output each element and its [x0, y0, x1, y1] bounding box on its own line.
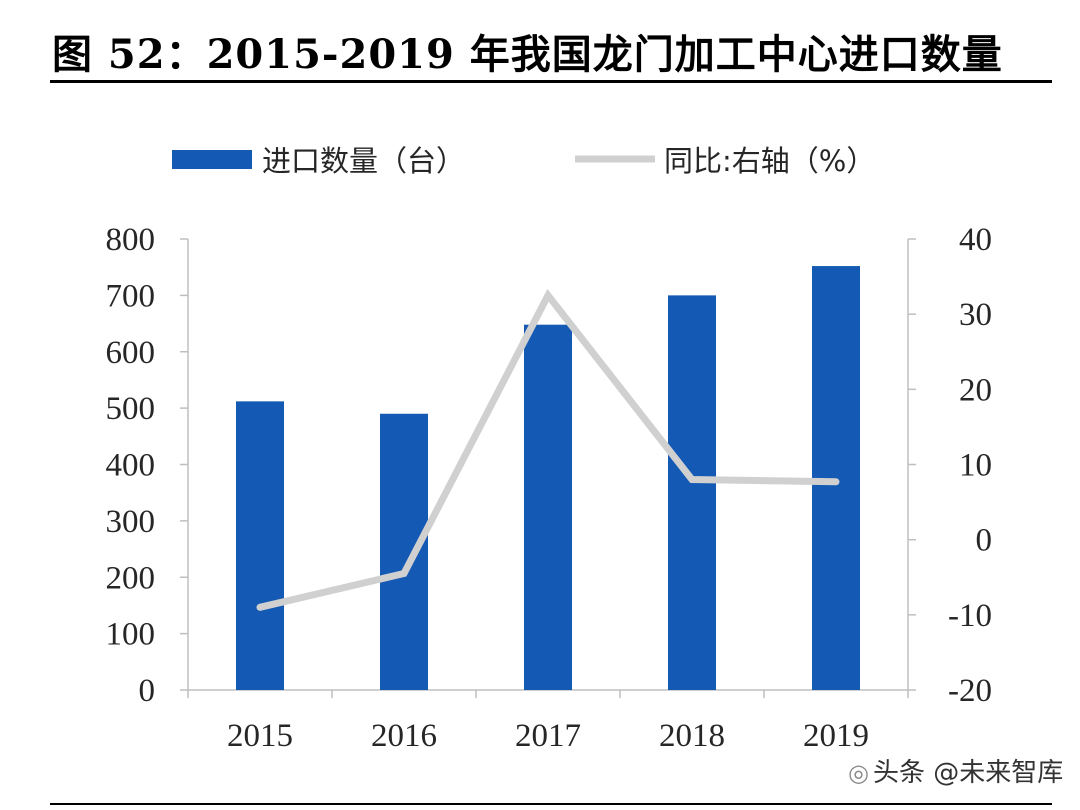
right-tick-label: -20 [948, 673, 992, 709]
right-tick-label: 40 [959, 222, 992, 258]
yoy-point-2016 [403, 572, 405, 574]
legend-bar-label: 进口数量（台） [262, 144, 465, 178]
x-tick-label: 2017 [515, 718, 581, 754]
legend-bar-swatch [172, 150, 252, 169]
tick-labels: 0 100 200 300 400 500 600 700 800 -20 -10 0 10 20 30 40… [106, 222, 993, 754]
right-tick-label: 30 [959, 297, 992, 333]
right-tick-label: 10 [959, 448, 992, 484]
bar-2017 [524, 324, 572, 690]
left-tick-label: 700 [106, 278, 156, 314]
bar-2019 [812, 266, 860, 690]
left-tick-label: 0 [139, 673, 156, 709]
left-tick-label: 300 [106, 504, 156, 540]
bar-2018 [668, 295, 716, 690]
bottom-divider [50, 803, 1052, 805]
yoy-point-2017 [547, 294, 549, 296]
chart-title: 图 52：2015-2019 年我国龙门加工中心进口数量 [52, 31, 1003, 78]
left-tick-label: 100 [106, 617, 156, 653]
left-tick-label: 200 [106, 560, 156, 596]
left-tick-label: 400 [106, 448, 156, 484]
right-tick-label: 20 [959, 372, 992, 408]
legend: 进口数量（台） 同比:右轴（%） [172, 144, 875, 178]
line-series [256, 288, 840, 611]
left-tick-label: 800 [106, 222, 156, 258]
left-tick-label: 600 [106, 335, 156, 371]
yoy-point-2015 [259, 606, 261, 608]
x-tick-label: 2018 [659, 718, 725, 754]
right-tick-label: -10 [948, 598, 992, 634]
x-tick-label: 2019 [803, 718, 869, 754]
x-tick-label: 2016 [371, 718, 437, 754]
legend-line-label: 同比:右轴（%） [664, 144, 875, 178]
watermark-text: 头条 @未来智库 [872, 758, 1064, 788]
bar-series [236, 266, 860, 690]
watermark: ◎ 头条 @未来智库 [848, 752, 1063, 789]
left-tick-label: 500 [106, 391, 156, 427]
yoy-point-2019 [835, 481, 837, 483]
bar-2016 [380, 413, 428, 690]
yoy-point-2018 [691, 479, 693, 481]
title-divider [50, 80, 1052, 83]
x-tick-label: 2015 [227, 718, 293, 754]
right-tick-label: 0 [976, 523, 993, 559]
watermark-logo-icon: ◎ [848, 759, 869, 787]
bar-2015 [236, 401, 284, 690]
